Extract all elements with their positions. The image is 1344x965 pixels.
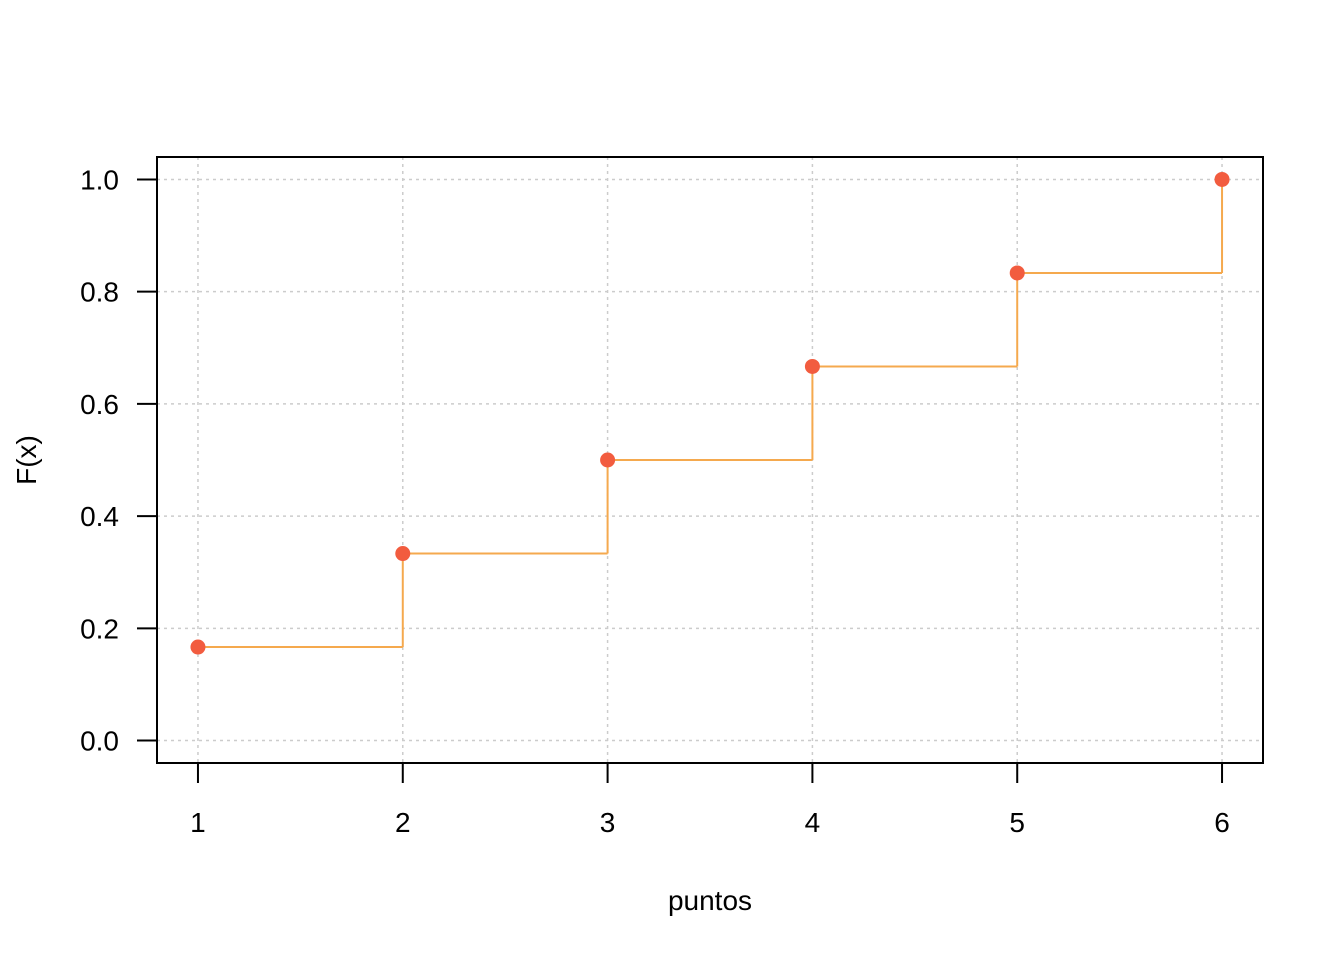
x-tick-label-2: 3 xyxy=(600,807,616,838)
y-axis-title: F(x) xyxy=(11,435,42,485)
y-tick-label-4: 0.8 xyxy=(80,277,119,308)
y-tick-label-3: 0.6 xyxy=(80,389,119,420)
data-point-5 xyxy=(1214,171,1230,187)
x-axis-title: puntos xyxy=(668,885,752,916)
data-point-1 xyxy=(395,546,411,562)
data-point-2 xyxy=(600,452,616,468)
y-axis: 0.0 0.2 0.4 0.6 0.8 1.0 xyxy=(80,164,158,757)
y-tick-label-0: 0.0 xyxy=(80,726,119,757)
y-tick-label-1: 0.2 xyxy=(80,613,119,644)
x-tick-label-5: 6 xyxy=(1214,807,1230,838)
x-tick-label-1: 2 xyxy=(395,807,411,838)
x-tick-label-0: 1 xyxy=(190,807,206,838)
x-tick-label-3: 4 xyxy=(805,807,821,838)
x-tick-label-4: 5 xyxy=(1009,807,1025,838)
data-points xyxy=(190,171,1230,655)
step-series xyxy=(197,179,1224,649)
y-tick-label-5: 1.0 xyxy=(80,164,119,195)
data-point-4 xyxy=(1009,265,1025,281)
x-axis: 1 2 3 4 5 6 xyxy=(190,762,1230,838)
data-point-0 xyxy=(190,639,206,655)
y-tick-label-2: 0.4 xyxy=(80,501,119,532)
data-point-3 xyxy=(804,358,820,374)
